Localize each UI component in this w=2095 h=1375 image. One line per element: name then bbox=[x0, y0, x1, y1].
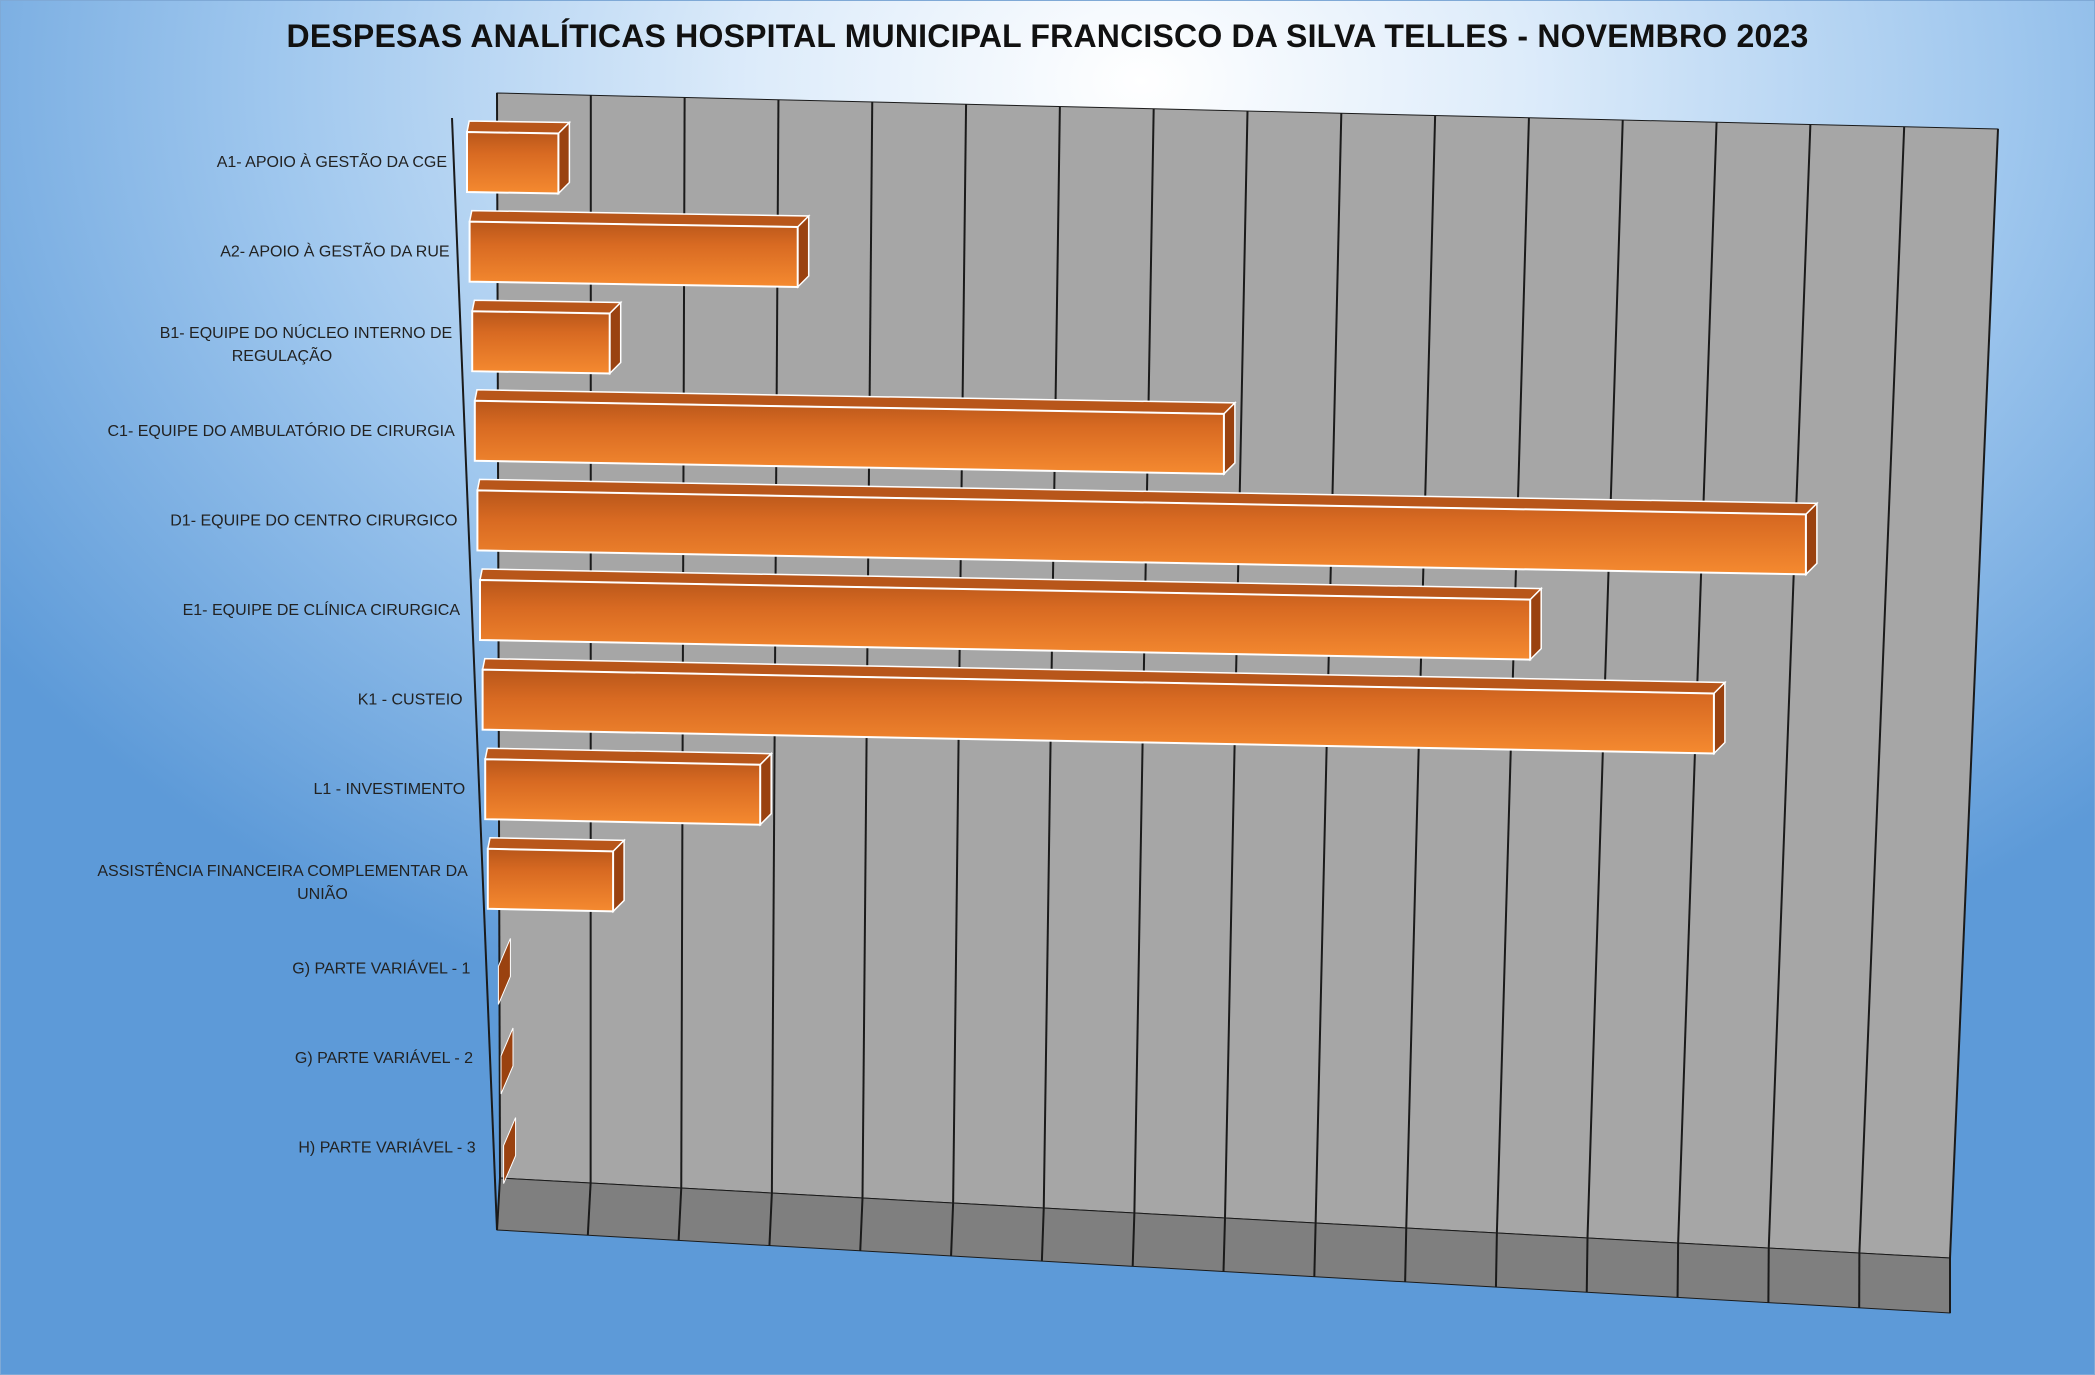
bar-7-side bbox=[1713, 680, 1726, 756]
floor-gridline bbox=[1222, 1217, 1226, 1272]
bar-11 bbox=[500, 1027, 514, 1095]
floor-gridline bbox=[1585, 1237, 1589, 1293]
bar-12 bbox=[503, 1117, 517, 1184]
floor-gridline bbox=[859, 1197, 864, 1251]
category-label: B1- EQUIPE DO NÚCLEO INTERNO DE REGULAÇÃO bbox=[160, 323, 453, 365]
category-label: A2- APOIO À GESTÃO DA RUE bbox=[220, 241, 449, 261]
bar-4 bbox=[473, 399, 1225, 475]
bar-2 bbox=[468, 220, 799, 289]
chart-title: DESPESAS ANALÍTICAS HOSPITAL MUNICIPAL F… bbox=[286, 18, 1809, 54]
category-label: ASSISTÊNCIA FINANCEIRA COMPLEMENTAR DA UN… bbox=[97, 861, 468, 903]
gridline bbox=[1495, 117, 1530, 1234]
floor-gridline bbox=[1404, 1227, 1408, 1282]
bar-2-side bbox=[796, 214, 810, 289]
category-axis-line bbox=[451, 117, 498, 1231]
category-label: D1- EQUIPE DO CENTRO CIRURGICO bbox=[170, 512, 457, 529]
category-label: L1 - INVESTIMENTO bbox=[313, 781, 465, 798]
category-label: E1- EQUIPE DE CLÍNICA CIRURGICA bbox=[183, 600, 461, 619]
bar-9 bbox=[486, 847, 615, 913]
bar-3 bbox=[471, 310, 611, 375]
category-label: H) PARTE VARIÁVEL - 3 bbox=[298, 1138, 475, 1157]
floor-gridline bbox=[1040, 1207, 1045, 1262]
bar-3-side bbox=[608, 300, 622, 376]
floor-gridline bbox=[1131, 1212, 1136, 1267]
gridline bbox=[1224, 110, 1249, 1219]
bar-4-side bbox=[1223, 401, 1236, 476]
floor-gridline bbox=[1494, 1232, 1498, 1288]
bar-6-side bbox=[1529, 586, 1542, 662]
gridline bbox=[1949, 128, 1999, 1259]
gridline bbox=[1405, 115, 1437, 1229]
category-label: K1 - CUSTEIO bbox=[358, 692, 463, 709]
gridline bbox=[952, 104, 968, 1204]
floor-gridline bbox=[768, 1192, 773, 1246]
bar-8-side bbox=[759, 751, 772, 827]
gridline bbox=[1767, 124, 1812, 1249]
gridline bbox=[1314, 113, 1343, 1224]
floor-gridline bbox=[1313, 1222, 1317, 1277]
gridline bbox=[861, 101, 874, 1199]
bar-9-side bbox=[612, 838, 625, 914]
floor-gridline bbox=[950, 1202, 955, 1256]
floor-gridline bbox=[586, 1182, 592, 1236]
gridline bbox=[1858, 126, 1906, 1254]
floor-gridline bbox=[1676, 1242, 1680, 1298]
category-label: G) PARTE VARIÁVEL - 1 bbox=[292, 958, 470, 977]
bar-1 bbox=[466, 130, 560, 195]
bar-10 bbox=[497, 938, 511, 1005]
category-label: C1- EQUIPE DO AMBULATÓRIO DE CIRURGIA bbox=[107, 421, 455, 440]
bar-1-side bbox=[557, 120, 571, 196]
gridline bbox=[1042, 106, 1061, 1209]
floor-gridline bbox=[677, 1187, 683, 1241]
gridline bbox=[1586, 119, 1624, 1239]
bar-8 bbox=[484, 758, 762, 826]
bar-7 bbox=[481, 668, 1715, 755]
category-label: A1- APOIO À GESTÃO DA CGE bbox=[217, 151, 447, 171]
gridline bbox=[1133, 108, 1155, 1214]
bar-5 bbox=[476, 489, 1807, 576]
bar-5-side bbox=[1805, 501, 1818, 577]
bar-6 bbox=[479, 578, 1532, 661]
category-label: G) PARTE VARIÁVEL - 2 bbox=[295, 1048, 473, 1067]
